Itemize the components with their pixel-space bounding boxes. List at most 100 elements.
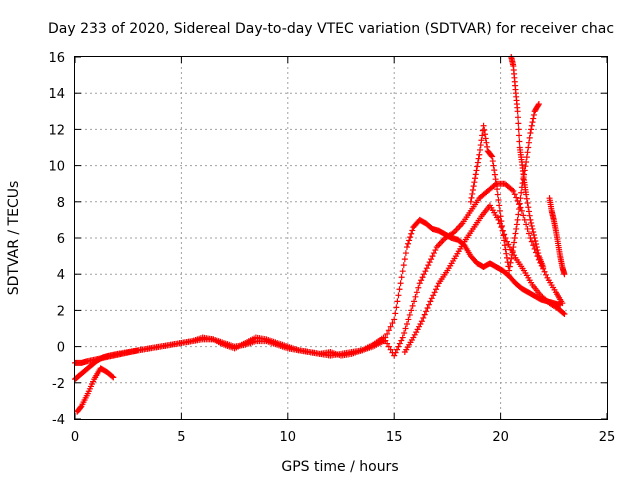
data-point [402, 325, 409, 332]
y-tick-label: 2 [57, 304, 65, 319]
data-point [395, 343, 402, 350]
data-point [495, 216, 502, 223]
data-point [511, 239, 518, 246]
data-point [476, 151, 483, 158]
data-point [491, 167, 498, 174]
data-point [427, 298, 434, 305]
data-point [511, 191, 518, 198]
data-point [411, 298, 418, 305]
data-point [496, 207, 503, 214]
data-point [434, 283, 441, 290]
data-point [528, 222, 535, 229]
data-point [477, 146, 484, 153]
data-point [528, 219, 535, 226]
data-point [409, 302, 416, 309]
data-point [540, 263, 547, 270]
data-point [523, 154, 530, 161]
data-point [506, 263, 513, 270]
data-point [491, 171, 498, 178]
data-point [528, 126, 535, 133]
data-point [484, 143, 491, 150]
y-tick-label: 4 [57, 268, 65, 283]
data-point [530, 115, 537, 122]
data-point [534, 247, 541, 254]
data-point [401, 330, 408, 337]
data-point [475, 155, 482, 162]
data-point [502, 246, 509, 253]
data-point [403, 244, 410, 251]
data-point [496, 202, 503, 209]
data-point [385, 343, 392, 350]
data-point [425, 301, 432, 308]
data-point [394, 346, 401, 353]
data-point [561, 271, 568, 278]
data-point [109, 373, 116, 380]
data-point [481, 131, 488, 138]
data-point [516, 132, 523, 139]
series-trace-d [74, 365, 117, 415]
data-point [400, 262, 407, 269]
data-point [504, 259, 511, 266]
data-point [515, 126, 522, 133]
data-point [416, 323, 423, 330]
data-point [473, 167, 480, 174]
data-point [494, 186, 501, 193]
data-point [515, 211, 522, 218]
data-point [384, 330, 391, 337]
data-point [394, 298, 401, 305]
data-point [493, 180, 500, 187]
data-point [422, 268, 429, 275]
data-point [528, 238, 535, 245]
data-point [503, 250, 510, 257]
data-points [72, 54, 568, 415]
data-point [514, 216, 521, 223]
data-point [483, 139, 490, 146]
y-tick-label: 10 [48, 160, 65, 175]
data-point [535, 102, 542, 109]
data-point [527, 130, 534, 137]
data-point [415, 284, 422, 291]
data-point [479, 132, 486, 139]
data-point [559, 300, 566, 307]
data-point [397, 280, 404, 287]
data-point [510, 187, 517, 194]
series-trace-g [546, 195, 568, 278]
data-point [420, 271, 427, 278]
data-point [535, 250, 542, 257]
data-point [428, 256, 435, 263]
data-point [527, 216, 534, 223]
data-point [416, 280, 423, 287]
y-tick-label: 16 [48, 51, 65, 66]
data-point [429, 253, 436, 260]
data-point [414, 326, 421, 333]
data-point [501, 242, 508, 249]
data-point [411, 331, 418, 338]
data-point [506, 267, 513, 274]
x-tick-labels: 0 5 10 15 20 25 [71, 430, 615, 445]
data-point [408, 307, 415, 314]
data-point [430, 292, 437, 299]
data-point [521, 216, 528, 223]
data-point [409, 227, 416, 234]
data-point [516, 206, 523, 213]
data-point [513, 225, 520, 232]
data-point [417, 320, 424, 327]
data-point [499, 227, 506, 234]
data-point [514, 108, 521, 115]
data-point [474, 163, 481, 170]
data-point [523, 195, 530, 202]
data-point [494, 191, 501, 198]
data-point [525, 208, 532, 215]
data-point [529, 119, 536, 126]
data-point [401, 256, 408, 263]
data-point [488, 152, 495, 159]
data-point [480, 122, 487, 129]
y-tick-label: -4 [52, 413, 65, 428]
data-point [523, 191, 530, 198]
grid-lines [74, 56, 608, 420]
data-point [406, 311, 413, 318]
data-point [424, 304, 431, 311]
data-point [535, 101, 542, 108]
data-point [497, 213, 504, 220]
